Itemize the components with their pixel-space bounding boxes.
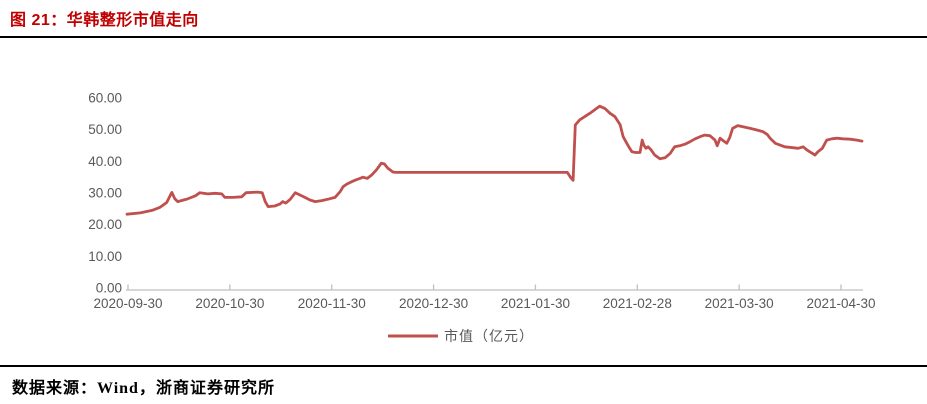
y-axis-label: 40.00 xyxy=(88,154,122,169)
legend-label: 市值（亿元） xyxy=(444,328,534,344)
y-axis-label: 20.00 xyxy=(88,217,122,232)
market-cap-series-line xyxy=(125,104,864,216)
data-source-text: 数据来源：Wind，浙商证券研究所 xyxy=(12,380,275,397)
x-axis-label: 2020-12-30 xyxy=(399,296,468,311)
market-cap-line-chart: 0.00 10.00 20.00 30.00 40.00 50.00 60.00 2020-0… xyxy=(88,91,875,345)
x-axis-label: 2020-10-30 xyxy=(195,296,264,311)
x-axis-label: 2020-09-30 xyxy=(93,296,162,311)
footer-divider-rule xyxy=(0,365,927,367)
y-axis-label: 10.00 xyxy=(88,249,122,264)
x-axis-label: 2021-01-30 xyxy=(501,296,570,311)
y-axis-label: 0.00 xyxy=(96,281,122,296)
figure-title: 图 21：华韩整形市值走向 xyxy=(10,12,199,29)
x-axis-label: 2021-02-28 xyxy=(603,296,672,311)
y-axis-label: 50.00 xyxy=(88,122,122,137)
y-axis-label: 60.00 xyxy=(88,91,122,106)
x-axis-label: 2021-03-30 xyxy=(705,296,774,311)
title-divider-rule xyxy=(0,36,927,38)
x-axis-label: 2021-04-30 xyxy=(806,296,875,311)
y-axis-label: 30.00 xyxy=(88,186,122,201)
x-axis-label: 2020-11-30 xyxy=(298,296,366,311)
